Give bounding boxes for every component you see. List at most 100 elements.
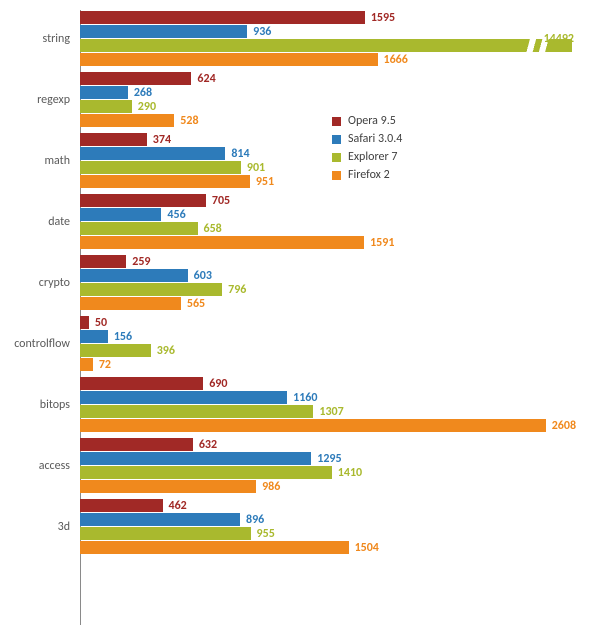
bar-string-explorer: 14492 xyxy=(80,39,580,52)
bar-value-label: 951 xyxy=(256,175,274,189)
legend-item-firefox: Firefox 2 xyxy=(332,168,402,182)
bar-value-label: 290 xyxy=(138,100,156,114)
group-access: access63212951410986 xyxy=(80,438,580,493)
bar-rect xyxy=(80,358,93,371)
bar-rect xyxy=(80,330,108,343)
group-string: string1595936144921666 xyxy=(80,11,580,66)
bar-value-label: 624 xyxy=(197,72,215,86)
category-label: regexp xyxy=(5,93,70,107)
bar-value-label: 632 xyxy=(199,438,217,452)
bar-math-opera: 374 xyxy=(80,133,580,146)
legend-swatch xyxy=(332,153,341,162)
category-label: bitops xyxy=(5,398,70,412)
bar-rect xyxy=(80,391,287,404)
group-regexp: regexp624268290528 xyxy=(80,72,580,127)
bar-rect xyxy=(80,236,364,249)
bar-string-firefox: 1666 xyxy=(80,53,580,66)
plot-area: string1595936144921666regexp624268290528… xyxy=(80,10,580,625)
category-label: controlflow xyxy=(5,337,70,351)
legend-label: Opera 9.5 xyxy=(348,114,396,128)
bar-value-label: 456 xyxy=(167,208,185,222)
bar-string-safari: 936 xyxy=(80,25,580,38)
bar-controlflow-safari: 156 xyxy=(80,330,580,343)
bar-value-label: 50 xyxy=(95,316,107,330)
bar-rect xyxy=(80,452,311,465)
bar-value-label: 374 xyxy=(153,133,171,147)
bar-regexp-safari: 268 xyxy=(80,86,580,99)
legend-label: Safari 3.0.4 xyxy=(348,132,402,146)
bar-value-label: 1307 xyxy=(319,405,343,419)
bar-value-label: 814 xyxy=(231,147,249,161)
bar-3d-safari: 896 xyxy=(80,513,580,526)
bar-rect xyxy=(80,438,193,451)
bar-value-label: 936 xyxy=(253,25,271,39)
bar-value-label: 396 xyxy=(157,344,175,358)
bar-value-label: 1595 xyxy=(371,11,395,25)
bar-rect xyxy=(80,269,188,282)
legend-label: Explorer 7 xyxy=(348,150,397,164)
bar-rect xyxy=(80,297,181,310)
bar-date-opera: 705 xyxy=(80,194,580,207)
bar-rect xyxy=(80,527,251,540)
bar-string-opera: 1595 xyxy=(80,11,580,24)
bar-rect xyxy=(80,405,313,418)
category-label: access xyxy=(5,459,70,473)
bar-value-label: 1666 xyxy=(384,53,408,67)
group-date: date7054566581591 xyxy=(80,194,580,249)
bar-math-explorer: 901 xyxy=(80,161,580,174)
bar-value-label: 268 xyxy=(134,86,152,100)
bar-bitops-safari: 1160 xyxy=(80,391,580,404)
bar-crypto-firefox: 565 xyxy=(80,297,580,310)
bar-regexp-firefox: 528 xyxy=(80,114,580,127)
legend-item-explorer: Explorer 7 xyxy=(332,150,402,164)
legend-item-safari: Safari 3.0.4 xyxy=(332,132,402,146)
category-label: math xyxy=(5,154,70,168)
bar-access-explorer: 1410 xyxy=(80,466,580,479)
bar-math-firefox: 951 xyxy=(80,175,580,188)
bar-date-safari: 456 xyxy=(80,208,580,221)
bar-controlflow-opera: 50 xyxy=(80,316,580,329)
bar-rect xyxy=(80,466,332,479)
bar-3d-firefox: 1504 xyxy=(80,541,580,554)
bar-rect xyxy=(80,161,241,174)
bar-bitops-explorer: 1307 xyxy=(80,405,580,418)
bar-rect xyxy=(80,344,151,357)
bar-regexp-explorer: 290 xyxy=(80,100,580,113)
bar-value-label: 986 xyxy=(262,480,280,494)
bar-rect xyxy=(80,513,240,526)
bar-access-firefox: 986 xyxy=(80,480,580,493)
bar-value-label: 565 xyxy=(187,297,205,311)
bar-value-label: 603 xyxy=(194,269,212,283)
bar-crypto-safari: 603 xyxy=(80,269,580,282)
bar-value-label: 1504 xyxy=(355,541,379,555)
bar-rect xyxy=(80,39,572,52)
bar-rect xyxy=(80,541,349,554)
legend-label: Firefox 2 xyxy=(348,168,390,182)
bar-rect xyxy=(80,53,378,66)
group-crypto: crypto259603796565 xyxy=(80,255,580,310)
bar-value-label: 462 xyxy=(169,499,187,513)
bar-math-safari: 814 xyxy=(80,147,580,160)
benchmark-bar-chart: string1595936144921666regexp624268290528… xyxy=(0,0,593,635)
bar-rect xyxy=(80,208,161,221)
bar-rect xyxy=(80,480,256,493)
bar-value-label: 955 xyxy=(257,527,275,541)
bar-value-label: 2608 xyxy=(552,419,576,433)
group-math: math374814901951 xyxy=(80,133,580,188)
bar-access-opera: 632 xyxy=(80,438,580,451)
bar-value-label: 156 xyxy=(114,330,132,344)
bar-bitops-firefox: 2608 xyxy=(80,419,580,432)
bar-rect xyxy=(80,283,222,296)
bar-value-label: 705 xyxy=(212,194,230,208)
bar-controlflow-firefox: 72 xyxy=(80,358,580,371)
bar-value-label: 72 xyxy=(99,358,111,372)
bar-value-label: 1160 xyxy=(293,391,317,405)
bar-rect xyxy=(80,222,198,235)
bar-rect xyxy=(80,72,191,85)
bar-value-label: 1591 xyxy=(370,236,394,250)
legend-swatch xyxy=(332,171,341,180)
bar-date-firefox: 1591 xyxy=(80,236,580,249)
bar-rect xyxy=(80,11,365,24)
bar-rect xyxy=(80,194,206,207)
bar-value-label: 690 xyxy=(209,377,227,391)
